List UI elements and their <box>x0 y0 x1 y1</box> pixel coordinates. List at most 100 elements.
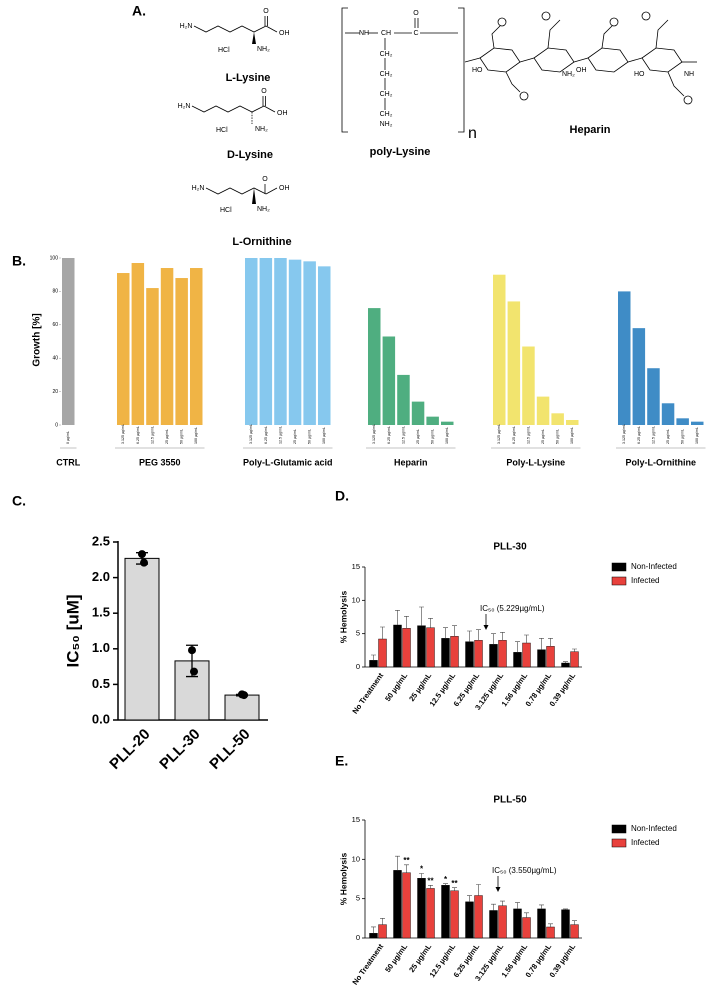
bond <box>205 187 267 195</box>
bar <box>551 413 564 425</box>
significance-label: ** <box>451 879 458 888</box>
bar <box>318 266 331 425</box>
bar <box>498 640 507 668</box>
bar <box>303 261 316 425</box>
bar <box>566 419 579 425</box>
charge <box>609 17 619 27</box>
error-bar <box>404 864 409 873</box>
error-bar <box>452 625 457 637</box>
atom: HO <box>472 67 483 74</box>
x-tick-label: 12.5 µg/mL <box>651 426 655 444</box>
bond <box>667 71 685 97</box>
bar <box>507 301 521 425</box>
x-tick-label: 12.5 µg/mL <box>401 426 405 444</box>
structure: H₂N O OH HCl NH₂ <box>192 176 290 214</box>
x-tick-label: 50 µg/mL <box>556 429 560 444</box>
bar <box>131 263 145 425</box>
bond <box>193 25 267 33</box>
data-point <box>190 667 198 676</box>
significance-label: ** <box>403 856 410 865</box>
error-bar <box>491 903 496 911</box>
error-bar <box>380 918 385 925</box>
x-tick-label: 25 µg/mL <box>666 429 670 444</box>
annotation: IC₅₀ (3.550µg/mL) <box>492 866 557 875</box>
bar <box>146 288 159 425</box>
error-bar <box>443 627 448 639</box>
x-tick-label: 50 µg/mL <box>383 671 409 703</box>
legend-swatch <box>611 562 627 572</box>
x-tick-label: 50 µg/mL <box>180 429 184 444</box>
y-tick-label: 5 <box>356 894 360 903</box>
bar <box>417 625 426 668</box>
bar <box>417 878 426 939</box>
y-axis-label: % Hemolysis <box>338 853 348 906</box>
legend-label: Infected <box>631 838 659 847</box>
x-tick-label: 3.125 µg/mL <box>622 424 626 444</box>
bar <box>274 258 287 425</box>
group-label: Poly-L-Ornithine <box>626 457 697 467</box>
error-bar <box>548 638 553 647</box>
bond <box>265 187 278 195</box>
y-tick-label: 0.0 <box>92 711 110 726</box>
x-tick-label: 3.125 µg/mL <box>372 424 376 444</box>
bar <box>661 403 675 425</box>
annotation: IC₅₀ (5.229µg/mL) <box>480 604 545 613</box>
bond <box>547 19 561 49</box>
structure-name: D-Lysine <box>227 149 273 161</box>
x-tick-label: PLL-50 <box>206 726 253 773</box>
bar <box>489 910 498 939</box>
bar <box>450 890 459 939</box>
significance-label: ** <box>427 876 434 885</box>
annotation-arrowhead <box>495 887 501 892</box>
x-tick-label: 100 µg/mL <box>322 427 326 444</box>
atom: HCl <box>220 207 232 214</box>
atom: C <box>413 30 418 37</box>
y-tick-label: 10 <box>352 595 360 604</box>
bar <box>522 346 535 425</box>
x-tick-label: 100 µg/mL <box>445 427 449 444</box>
atom: OH <box>277 110 288 117</box>
x-tick-label: 25 µg/mL <box>416 429 420 444</box>
bar <box>393 624 402 668</box>
error-bar <box>524 634 529 643</box>
error-bar <box>572 920 577 925</box>
y-tick-label: 0 <box>55 422 58 428</box>
atom: NH <box>684 71 694 78</box>
group-label: Heparin <box>394 457 428 467</box>
y-tick-label: 2.5 <box>92 533 110 548</box>
group-label: Poly-L-Glutamic acid <box>243 457 333 467</box>
structure-name: L-Ornithine <box>232 236 291 248</box>
data-point <box>140 558 148 567</box>
bond <box>627 57 643 63</box>
x-tick-label: 6.25 µg/mL <box>264 426 268 444</box>
ring <box>479 47 521 73</box>
legend-swatch <box>611 576 627 586</box>
error-bar <box>395 855 400 871</box>
bar <box>117 273 130 425</box>
atom: OH <box>576 67 587 74</box>
x-tick-label: 50 µg/mL <box>308 429 312 444</box>
structure: H₂N O OH HCl NH₂ <box>178 88 288 134</box>
error-bar <box>419 873 424 879</box>
bracket <box>341 7 348 133</box>
x-tick-label: PLL-30 <box>156 726 203 773</box>
atom: NH₂ <box>380 121 393 128</box>
bar <box>537 649 546 668</box>
charge <box>519 91 529 101</box>
panel-label: B. <box>12 253 26 269</box>
x-tick-label: 25 µg/mL <box>541 429 545 444</box>
x-tick-label: PLL-20 <box>106 726 153 773</box>
legend-swatch <box>611 824 627 834</box>
panel-label: C. <box>12 493 26 509</box>
x-tick-label: 0 µg/mL <box>66 431 70 444</box>
bar <box>378 638 387 668</box>
y-tick-label: 10 <box>352 854 360 863</box>
x-tick-label: 6.25 µg/mL <box>512 426 516 444</box>
atom: H₂N <box>192 185 205 192</box>
bar <box>474 895 483 939</box>
bar <box>402 628 411 668</box>
y-tick-label: 100 <box>50 255 59 261</box>
bar <box>124 557 160 721</box>
atom: NH₂ <box>255 126 268 133</box>
atom: CH <box>381 30 391 37</box>
